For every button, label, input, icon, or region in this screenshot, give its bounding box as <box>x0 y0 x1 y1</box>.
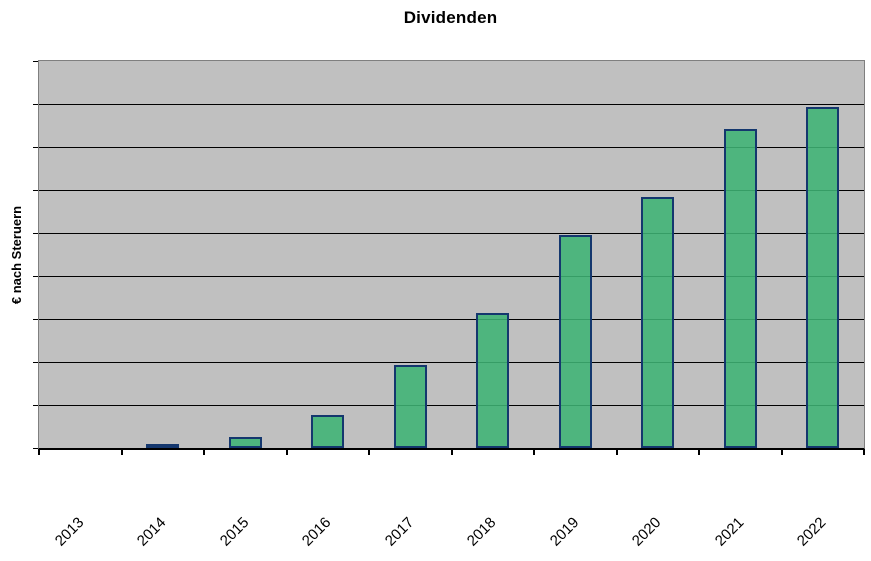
gridline <box>39 147 864 148</box>
x-tick-label-2017: 2017 <box>381 514 418 550</box>
x-tick-label-2020: 2020 <box>629 514 665 550</box>
x-tick-label-2022: 2022 <box>794 514 830 550</box>
gridline <box>39 104 864 105</box>
y-axis-tick <box>33 61 38 62</box>
x-tick-label-2018: 2018 <box>464 514 500 550</box>
gridline <box>39 405 864 406</box>
y-axis-tick <box>33 233 38 234</box>
x-tick-label-2021: 2021 <box>711 514 748 550</box>
x-axis-tick <box>863 449 865 455</box>
y-axis-tick <box>33 190 38 191</box>
gridline <box>39 190 864 191</box>
bar-2015 <box>228 437 262 448</box>
x-tick-label-2015: 2015 <box>216 514 253 550</box>
x-axis-tick <box>533 449 535 455</box>
x-tick-label-2014: 2014 <box>134 514 170 550</box>
x-tick-label-2019: 2019 <box>546 514 583 550</box>
y-axis-tick <box>33 104 38 105</box>
y-axis-tick <box>33 362 38 363</box>
y-axis-tick <box>33 319 38 320</box>
x-axis-tick <box>203 449 205 455</box>
x-axis-tick <box>120 449 123 455</box>
x-axis-tick <box>368 449 370 455</box>
bar-2022 <box>806 107 840 448</box>
gridline <box>39 362 864 363</box>
gridline <box>39 276 864 277</box>
bar-2020 <box>641 197 675 448</box>
y-axis-title: € nach Steruern <box>9 205 24 305</box>
bar-2021 <box>723 129 757 448</box>
x-axis-tick <box>698 449 700 455</box>
bar-2019 <box>558 235 592 448</box>
plot-area <box>38 60 865 450</box>
gridline <box>39 319 864 320</box>
x-tick-label-2013: 2013 <box>51 514 88 550</box>
y-axis-tick <box>33 276 38 277</box>
bar-2018 <box>476 313 510 448</box>
y-axis-tick <box>33 448 38 449</box>
x-axis-tick <box>38 449 40 455</box>
x-axis-tick <box>450 449 453 455</box>
bar-2014 <box>146 444 180 448</box>
x-axis-tick <box>780 449 783 455</box>
y-axis-tick <box>33 147 38 148</box>
bar-2017 <box>393 365 427 448</box>
chart-title: Dividenden <box>403 8 498 27</box>
gridline <box>39 233 864 234</box>
y-axis-tick <box>33 405 38 406</box>
x-tick-label-2016: 2016 <box>299 514 335 550</box>
x-axis-tick <box>615 449 618 455</box>
bar-2016 <box>311 415 345 448</box>
x-axis-tick <box>285 449 288 455</box>
